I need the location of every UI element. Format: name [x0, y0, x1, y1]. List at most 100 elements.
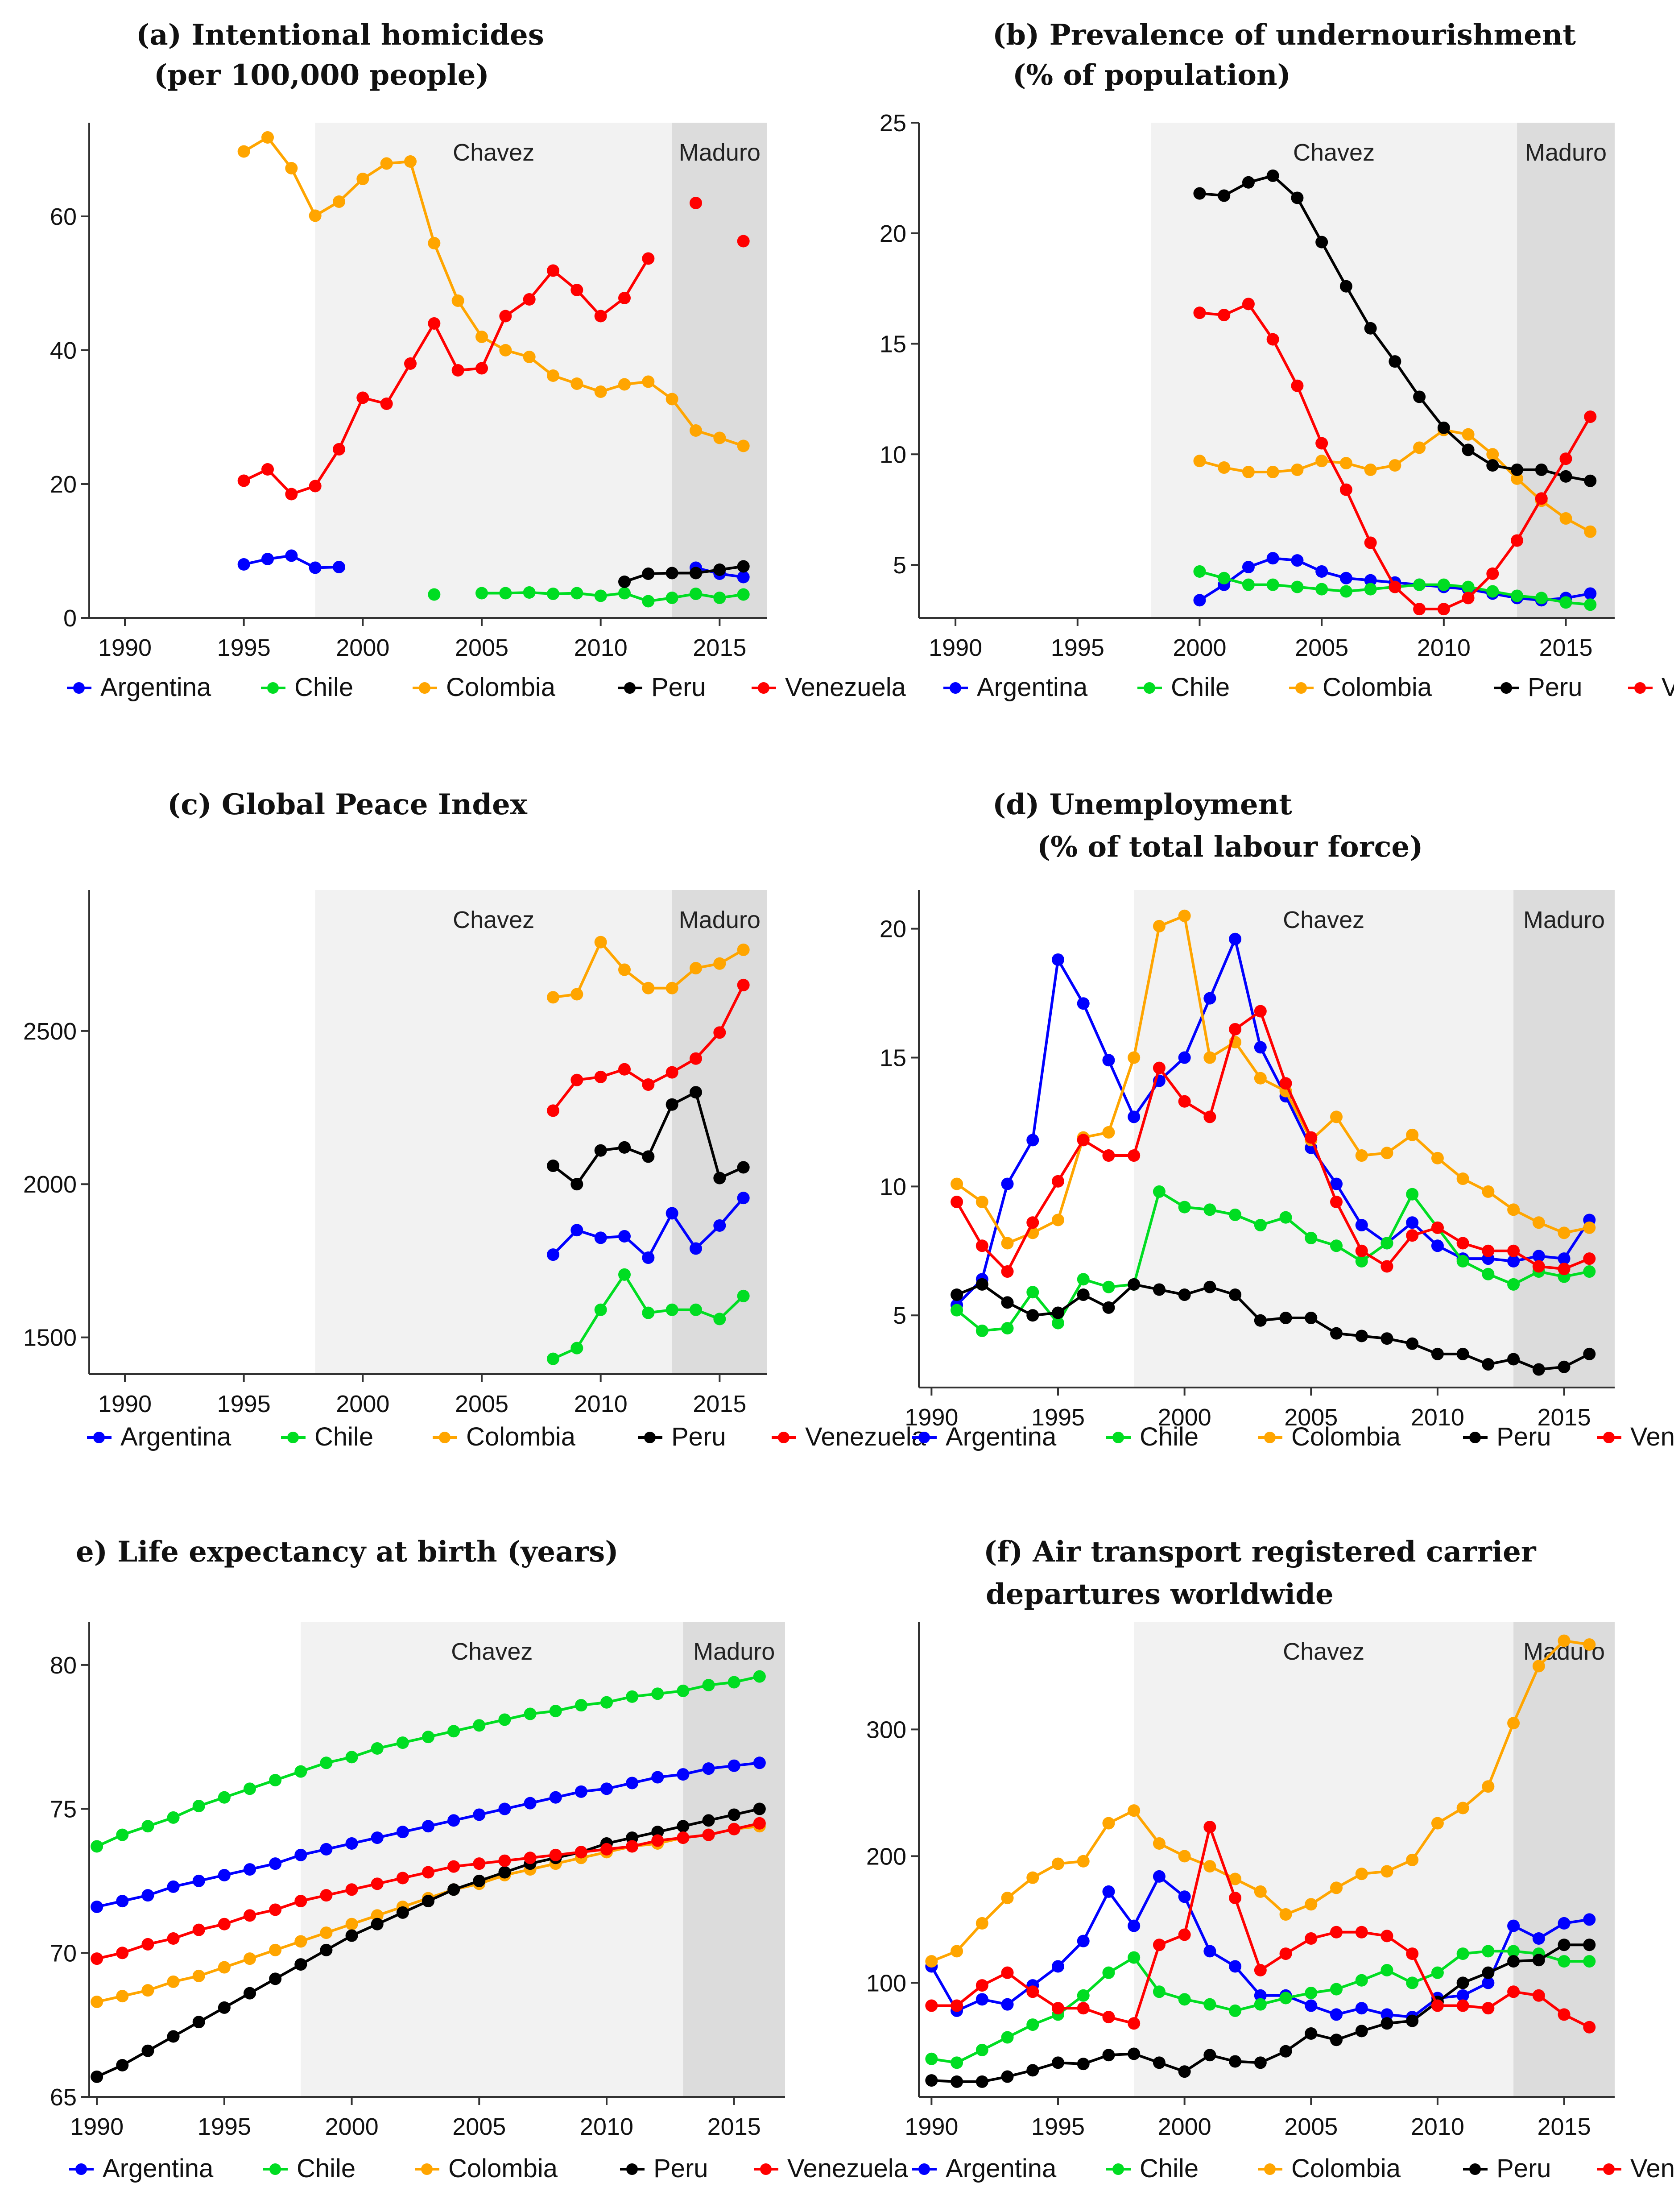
data-point-venezuela	[690, 197, 702, 209]
data-point-colombia	[356, 173, 369, 185]
data-point-colombia	[1507, 1717, 1520, 1730]
y-tick-label: 10	[880, 1173, 906, 1200]
data-point-venezuela	[575, 1846, 587, 1859]
data-point-venezuela	[1077, 2002, 1090, 2015]
legend-marker-colombia	[1264, 1432, 1276, 1443]
data-point-peru	[925, 2074, 938, 2087]
data-point-chile	[1279, 1211, 1292, 1224]
data-point-argentina	[1558, 1917, 1571, 1930]
data-point-colombia	[1558, 1634, 1571, 1647]
data-point-chile	[1153, 1185, 1166, 1198]
data-point-colombia	[1128, 1804, 1141, 1817]
data-point-argentina	[1102, 1054, 1115, 1067]
era-label-chavez: Chavez	[453, 907, 534, 933]
legend-label-venezuela: Venezuela	[787, 2154, 909, 2183]
legend-marker-peru	[1469, 2163, 1481, 2175]
panel-a: (a) Intentional homicides (per 100,000 pe…	[50, 18, 906, 702]
data-point-chile	[269, 1774, 282, 1786]
data-point-venezuela	[141, 1938, 154, 1951]
data-point-chile	[371, 1742, 384, 1755]
data-point-venezuela	[167, 1932, 180, 1945]
data-point-venezuela	[642, 1078, 655, 1091]
data-point-chile	[1229, 1208, 1242, 1221]
data-point-colombia	[1229, 1872, 1242, 1885]
data-point-chile	[1456, 1947, 1469, 1960]
data-point-peru	[951, 1288, 963, 1301]
legend-label-chile: Chile	[294, 673, 353, 702]
panel-a-title: (a) Intentional homicides	[136, 18, 544, 52]
data-point-venezuela	[1558, 2008, 1571, 2021]
data-point-venezuela	[975, 1239, 988, 1252]
data-point-chile	[1229, 2004, 1242, 2017]
data-point-argentina	[1315, 565, 1328, 578]
era-band-chavez	[1134, 890, 1514, 1388]
data-point-peru	[727, 1808, 740, 1821]
data-point-argentina	[498, 1802, 511, 1815]
data-point-peru	[1355, 2025, 1368, 2038]
data-point-chile	[1381, 1237, 1393, 1250]
legend: Argentina Chile Colombia Peru Venezuela	[912, 2154, 1674, 2183]
x-tick-label: 2010	[574, 634, 628, 661]
data-point-chile	[475, 587, 488, 600]
data-point-peru	[1305, 1312, 1318, 1325]
y-tick-label: 20	[880, 220, 906, 247]
data-point-chile	[1218, 572, 1231, 584]
data-point-peru	[1218, 189, 1231, 202]
data-point-chile	[1128, 1951, 1141, 1964]
data-point-venezuela	[1584, 410, 1597, 423]
data-point-peru	[1203, 1280, 1216, 1293]
data-point-argentina	[1507, 1919, 1520, 1932]
data-point-argentina	[642, 1251, 655, 1264]
x-tick-label: 2005	[1284, 1404, 1338, 1431]
data-point-chile	[1355, 1974, 1368, 1987]
data-point-argentina	[1364, 574, 1377, 587]
data-point-colombia	[1532, 1660, 1545, 1673]
data-point-venezuela	[1355, 1244, 1368, 1257]
data-point-argentina	[524, 1797, 537, 1810]
data-point-peru	[1355, 1330, 1368, 1342]
legend-label-colombia: Colombia	[1323, 673, 1432, 702]
data-point-peru	[345, 1929, 358, 1942]
data-point-peru	[218, 2001, 231, 2014]
y-tick-label: 200	[866, 1843, 906, 1870]
data-point-argentina	[975, 1993, 988, 2006]
data-point-colombia	[1558, 1226, 1571, 1239]
x-tick-label: 1995	[217, 1391, 271, 1417]
data-point-peru	[626, 1831, 639, 1844]
series-peru	[618, 560, 750, 588]
y-tick-label: 20	[50, 471, 77, 498]
data-point-colombia	[1291, 463, 1304, 476]
era-label-maduro: Maduro	[1525, 139, 1607, 166]
data-point-peru	[1001, 1296, 1014, 1309]
data-point-venezuela	[1583, 2021, 1596, 2034]
data-point-argentina	[1178, 1051, 1191, 1064]
data-point-venezuela	[269, 1903, 282, 1916]
data-point-colombia	[1355, 1868, 1368, 1881]
x-tick-label: 2000	[1158, 2113, 1211, 2140]
data-point-venezuela	[1128, 1149, 1141, 1162]
x-tick-label: 2015	[1537, 1404, 1591, 1431]
legend: Argentina Chile Colombia Peru Venezuela	[69, 2154, 909, 2183]
data-point-colombia	[570, 377, 583, 390]
data-point-venezuela	[524, 1852, 537, 1864]
data-point-colombia	[642, 375, 655, 388]
data-point-argentina	[261, 553, 274, 565]
legend-label-chile: Chile	[1140, 2154, 1199, 2183]
data-point-argentina	[320, 1843, 333, 1856]
data-point-chile	[1178, 1201, 1191, 1214]
data-point-colombia	[1315, 455, 1328, 468]
data-point-peru	[1462, 443, 1475, 456]
legend-marker-venezuela	[760, 2163, 772, 2175]
x-tick-label: 2005	[452, 2113, 506, 2140]
data-point-chile	[570, 587, 583, 600]
data-point-colombia	[975, 1196, 988, 1209]
data-point-colombia	[1511, 472, 1524, 485]
legend-marker-venezuela	[1603, 2163, 1615, 2175]
data-point-chile	[665, 592, 678, 604]
data-point-chile	[1242, 578, 1255, 591]
data-point-colombia	[1242, 465, 1255, 478]
legend-label-peru: Peru	[651, 673, 706, 702]
data-point-peru	[1559, 470, 1572, 483]
data-point-venezuela	[1203, 1821, 1216, 1834]
